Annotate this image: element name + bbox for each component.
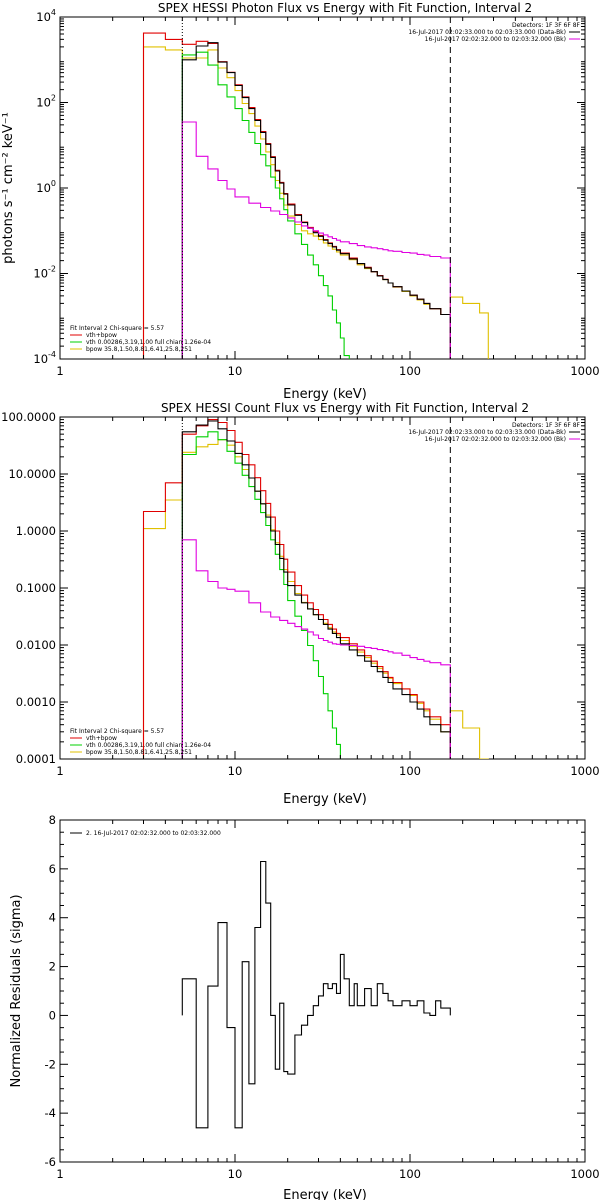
y-tick-label: 6 xyxy=(49,862,56,876)
x-tick-label: 1 xyxy=(56,364,63,378)
y-tick-label: -6 xyxy=(45,1155,56,1169)
residuals-marks xyxy=(181,860,451,1129)
x-tick-label: 100 xyxy=(399,364,421,378)
x-tick-label: 10 xyxy=(228,364,243,378)
y-tick-label: 2 xyxy=(49,960,56,974)
photon-flux-panel: SPEX HESSI Photon Flux vs Energy with Fi… xyxy=(1,1,600,402)
photon-flux-title: SPEX HESSI Photon Flux vs Energy with Fi… xyxy=(158,1,532,15)
residuals-legend: 2. 16-Jul-2017 02:02:32.000 to 02:03:32.… xyxy=(70,830,221,837)
photon-flux-x-axis-label: Energy (keV) xyxy=(283,387,367,402)
y-tick-label: 0.1000 xyxy=(16,581,56,595)
x-tick-label: 1000 xyxy=(570,364,599,378)
legend-entry: vth 0.00286,3.19,1.00 full chian 1.26e-0… xyxy=(86,742,211,749)
header-line: 16-Jul-2017 02:02:33.000 to 02:03:33.000… xyxy=(408,429,566,436)
count-flux-x-axis-label: Energy (keV) xyxy=(283,792,367,807)
x-tick-label: 100 xyxy=(399,764,421,778)
series-vth-line xyxy=(181,51,350,359)
x-tick-label: 1 xyxy=(56,764,63,778)
series-background-line xyxy=(181,539,451,759)
count-flux-y-axis: 0.0001 0.0010 0.0100 0.1000 1.0000 10.0000 100… xyxy=(1,410,585,766)
series-residuals-line xyxy=(181,860,451,1129)
count-flux-title: SPEX HESSI Count Flux vs Energy with Fit… xyxy=(161,401,529,415)
series-total-line xyxy=(142,419,451,759)
series-data-line xyxy=(181,420,451,759)
series-background-line xyxy=(181,121,451,359)
photon-flux-legend: Fit Interval 2 Chi-square = 5.57vth+bpow… xyxy=(70,325,211,353)
residuals-y-axis: -6 -4 -2 0 2 4 6 8 xyxy=(45,813,585,1169)
count-flux-marks xyxy=(142,417,489,759)
legend-entry: Fit Interval 2 Chi-square = 5.57 xyxy=(70,325,164,332)
y-tick-label: 10.0000 xyxy=(8,467,56,481)
legend-entry: 2. 16-Jul-2017 02:02:32.000 to 02:03:32.… xyxy=(86,830,221,837)
y-tick-label: 0.0100 xyxy=(16,638,56,652)
residuals-y-axis-label: Normalized Residuals (sigma) xyxy=(9,894,24,1087)
photon-flux-y-axis-label: photons s⁻¹ cm⁻² keV⁻¹ xyxy=(1,112,16,264)
y-tick-label: 100.0000 xyxy=(1,410,56,424)
residuals-x-axis: 1 10 100 1000 xyxy=(56,820,600,1181)
photon-flux-marks xyxy=(142,17,489,359)
x-tick-label: 1000 xyxy=(570,1167,599,1181)
x-tick-label: 10 xyxy=(228,764,243,778)
x-tick-label: 10 xyxy=(228,1167,243,1181)
legend-entry: vth+bpow xyxy=(86,332,117,339)
residuals-panel: -6 -4 -2 0 2 4 6 8 1 10 100 1000 Energy (keV) Norm… xyxy=(9,813,600,1200)
y-tick-label: 8 xyxy=(49,813,56,827)
header-line: Detectors: 1F 3F 6F 8F xyxy=(512,422,581,429)
count-flux-panel: SPEX HESSI Count Flux vs Energy with Fit… xyxy=(1,401,600,807)
header-line: Detectors: 1F 3F 6F 8F xyxy=(512,22,581,29)
y-tick-label: -2 xyxy=(45,1057,56,1071)
y-tick-label: -4 xyxy=(45,1106,56,1120)
header-line: 16-Jul-2017 02:02:33.000 to 02:03:33.000… xyxy=(408,29,566,36)
count-flux-x-axis: 1 10 100 1000 xyxy=(56,417,600,778)
legend-entry: vth 0.00286,3.19,1.00 full chian 1.26e-0… xyxy=(86,339,211,346)
legend-entry: bpow 35.8,1.50,8.81,6.41,25.8,251 xyxy=(86,346,192,353)
y-tick-label: 0.0010 xyxy=(16,695,56,709)
header-line: 16-Jul-2017 02:02:32.000 to 02:03:32.000… xyxy=(425,36,566,43)
legend-entry: vth+bpow xyxy=(86,735,117,742)
y-tick-label: 1.0000 xyxy=(16,524,56,538)
legend-entry: bpow 35.8,1.50,8.81,6.41,25.8,251 xyxy=(86,749,192,756)
residuals-x-axis-label: Energy (keV) xyxy=(283,1188,367,1200)
header-line: 16-Jul-2017 02:02:32.000 to 02:03:32.000… xyxy=(425,436,566,443)
x-tick-label: 1 xyxy=(56,1167,63,1181)
photon-flux-x-axis: 1 10 100 1000 xyxy=(56,17,600,378)
x-tick-label: 1000 xyxy=(570,764,599,778)
y-tick-label: 4 xyxy=(49,911,56,925)
series-data-line xyxy=(181,42,451,359)
count-flux-legend: Fit Interval 2 Chi-square = 5.57vth+bpow… xyxy=(70,728,211,756)
y-tick-label: 0 xyxy=(49,1008,56,1022)
legend-entry: Fit Interval 2 Chi-square = 5.57 xyxy=(70,728,164,735)
x-tick-label: 100 xyxy=(399,1167,421,1181)
y-tick-label: 0.0001 xyxy=(16,752,56,766)
